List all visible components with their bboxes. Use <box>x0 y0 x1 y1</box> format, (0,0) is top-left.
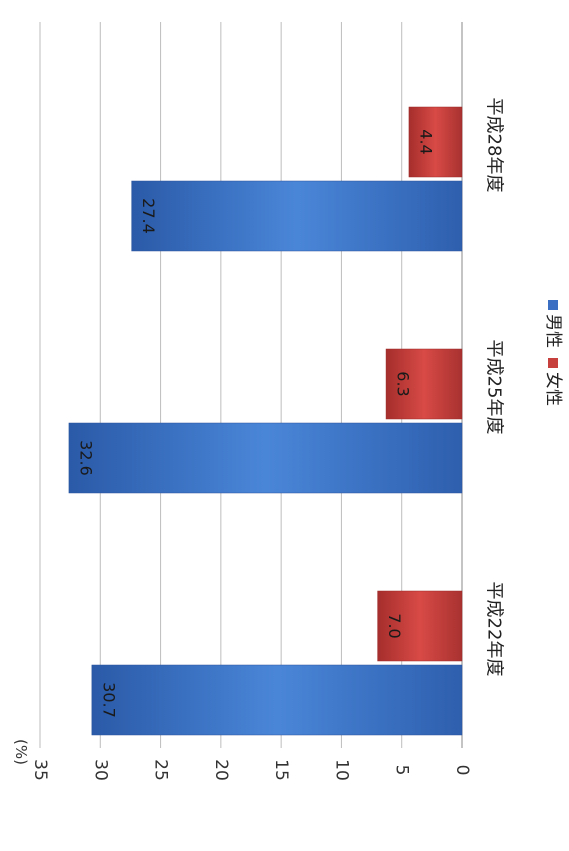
tick-label: 30 <box>90 759 110 781</box>
category-label: 平成28年度 <box>484 98 505 193</box>
tick-label: 10 <box>331 759 351 781</box>
tick-label: 20 <box>211 759 231 781</box>
value-axis-ticks: 0 5 10 15 20 25 30 35 <box>30 759 472 781</box>
data-label: 30.7 <box>99 682 118 718</box>
bar-male <box>91 664 463 736</box>
unit-label: (%) <box>12 739 30 765</box>
tick-label: 15 <box>271 759 291 781</box>
tick-label: 35 <box>30 759 50 781</box>
data-label: 32.6 <box>76 440 95 476</box>
gridlines <box>39 22 463 748</box>
tick-label: 25 <box>151 759 171 781</box>
tick-label: 0 <box>452 765 472 776</box>
bar-male <box>131 180 463 252</box>
bars <box>68 106 463 736</box>
legend-label: 男性 <box>543 314 563 348</box>
legend-swatch-male <box>548 300 558 310</box>
bar-female <box>385 348 463 420</box>
bar-female <box>408 106 463 178</box>
category-label: 平成22年度 <box>484 582 505 677</box>
data-label: 27.4 <box>139 198 158 234</box>
tick-label: 5 <box>392 765 412 776</box>
data-label: 4.4 <box>416 129 435 154</box>
bar-female <box>377 590 463 662</box>
category-label: 平成25年度 <box>484 340 505 435</box>
legend-label: 女性 <box>543 372 563 406</box>
data-labels: 30.7 7.0 32.6 6.3 27.4 4.4 <box>76 129 435 718</box>
data-label: 6.3 <box>394 371 413 396</box>
bar-male <box>68 422 463 494</box>
data-label: 7.0 <box>385 613 404 638</box>
legend-swatch-female <box>548 358 558 368</box>
